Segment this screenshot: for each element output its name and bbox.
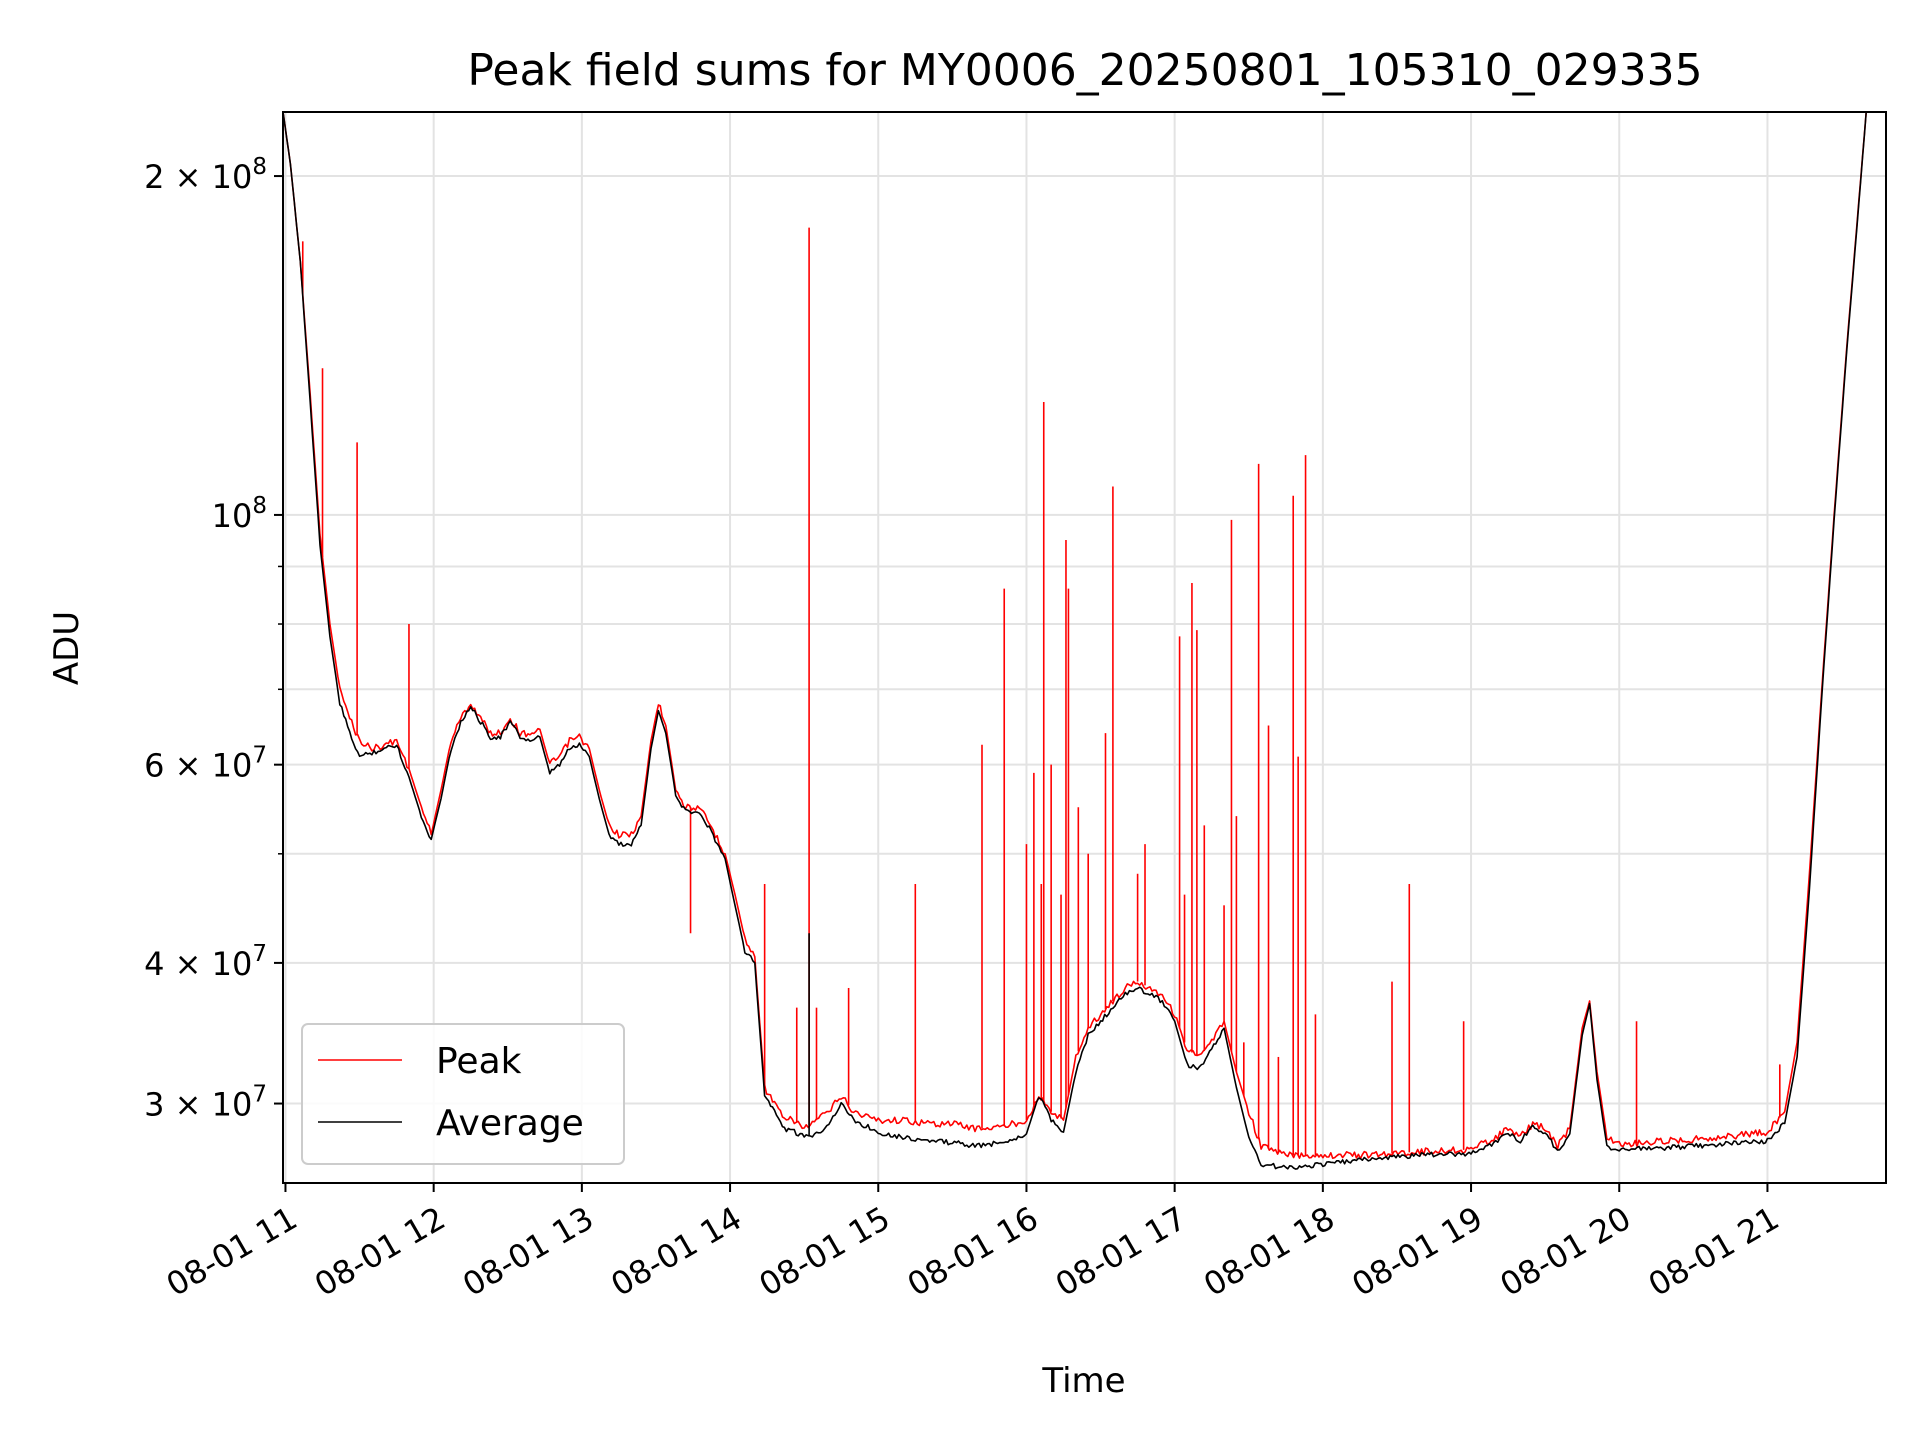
- legend-label-average: Average: [436, 1103, 584, 1144]
- y-tick-mantissa: 2 × 10: [144, 158, 252, 196]
- y-tick-mantissa: 4 × 10: [144, 945, 252, 983]
- y-tick-label: 3 × 107: [144, 1082, 267, 1124]
- y-tick-base: 10: [212, 497, 253, 535]
- y-tick-exponent: 8: [252, 493, 267, 519]
- y-tick-exponent: 7: [252, 1082, 267, 1108]
- grid: [283, 112, 1886, 1183]
- series-line-peak: [283, 112, 1867, 1160]
- y-axis-label: ADU: [47, 611, 87, 685]
- y-tick-exponent: 8: [252, 154, 267, 180]
- legend-box: [301, 1023, 625, 1165]
- plot-frame: [282, 111, 1887, 1184]
- y-tick-exponent: 7: [252, 743, 267, 769]
- y-tick-mantissa: 6 × 10: [144, 747, 252, 785]
- series-layer: [283, 112, 1867, 1170]
- y-tick-label: 2 × 108: [144, 154, 267, 196]
- series-line-average: [283, 112, 1867, 1170]
- chart-title: Peak field sums for MY0006_20250801_1053…: [467, 45, 1702, 96]
- y-tick-exponent: 7: [252, 941, 267, 967]
- y-tick-label: 108: [212, 493, 267, 535]
- y-tick-label: 6 × 107: [144, 743, 267, 785]
- y-tick-label: 4 × 107: [144, 941, 267, 983]
- legend-label-peak: Peak: [436, 1041, 522, 1082]
- y-tick-mantissa: 3 × 10: [144, 1086, 252, 1124]
- x-axis-label: Time: [1041, 1361, 1125, 1401]
- legend: Peak Average: [301, 1023, 625, 1165]
